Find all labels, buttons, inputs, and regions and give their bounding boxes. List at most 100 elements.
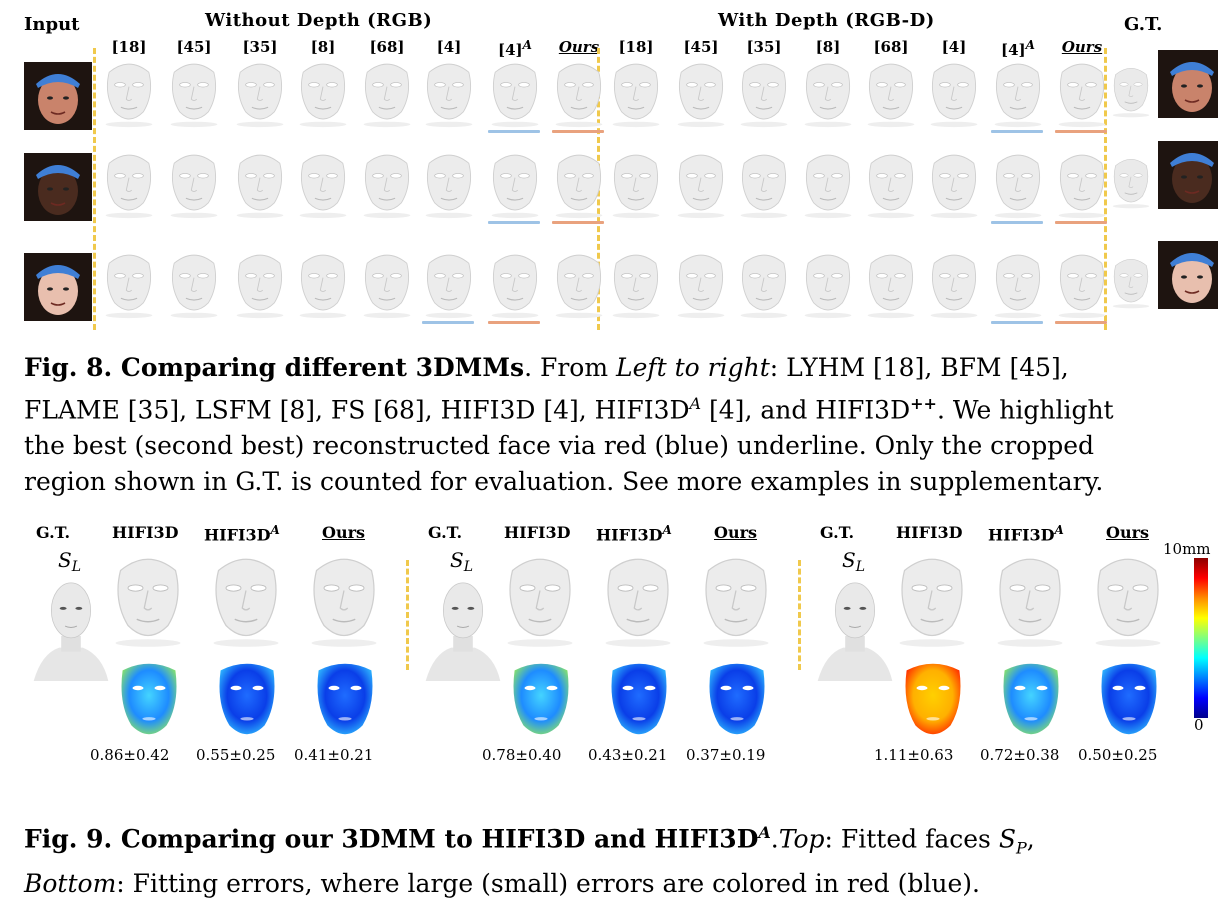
best-underline-r2-rgbd: [1055, 321, 1107, 324]
gt-photo-1: [1158, 141, 1218, 219]
fig9-method1-label-0: HIFI3D: [112, 523, 179, 542]
face-r2-rgbd-c4: [867, 254, 915, 319]
fig9-error-map-0-2: [317, 663, 373, 735]
input-photo-0: [24, 62, 92, 130]
fig9-error-map-1-1: [611, 663, 667, 735]
fig9-method3-label-0: Ours: [322, 523, 366, 542]
face-r1-rgbd-c0: [612, 154, 660, 219]
fig8-caption-title: Fig. 8. Comparing different 3DMMs: [24, 353, 525, 382]
colorbar-max-label: 10mm: [1163, 540, 1211, 558]
fig9-sl-label-1: SL: [450, 548, 473, 576]
gt-photo-0: [1158, 50, 1218, 128]
fig9-method1-label-1: HIFI3D: [504, 523, 571, 542]
fig9-method3-label-2: Ours: [1106, 523, 1150, 542]
face-r1-rgbd-c5: [930, 154, 978, 219]
face-r1-rgbd-c4: [867, 154, 915, 219]
face-r2-rgb-c4: [363, 254, 411, 319]
second-best-underline-r1-rgb: [488, 221, 540, 224]
face-r0-rgb-c4: [363, 63, 411, 128]
column-header-rgbd-3: [8]: [815, 38, 841, 56]
face-r2-rgbd-c0: [612, 254, 660, 319]
best-underline-r1-rgbd: [1055, 221, 1107, 224]
fig9-score-1-0: 0.78±0.40: [482, 746, 562, 764]
face-r0-rgb-c0: [105, 63, 153, 128]
column-header-rgb-2: [35]: [242, 38, 278, 56]
fig9-score-1-1: 0.43±0.21: [588, 746, 668, 764]
fig9-score-0-1: 0.55±0.25: [196, 746, 276, 764]
fig9-method2-label-0: HIFI3DA: [204, 523, 280, 545]
face-r1-rgb-c2: [236, 154, 284, 219]
face-r1-rgb-c5: [425, 154, 473, 219]
face-r0-rgbd-c0: [612, 63, 660, 128]
face-r1-rgbd-c1: [677, 154, 725, 219]
fig9-error-map-2-0: [905, 663, 961, 735]
face-r2-rgbd-c2: [740, 254, 788, 319]
fig9-error-map-2-1: [1003, 663, 1059, 735]
face-r1-rgb-c0: [105, 154, 153, 219]
fig9-sl-label-0: SL: [58, 548, 81, 576]
face-r1-rgbd-c3: [804, 154, 852, 219]
face-r1-rgb-c7: [555, 154, 603, 219]
column-header-rgbd-6: [4]A: [1001, 38, 1035, 59]
fig9-error-map-1-2: [709, 663, 765, 735]
fig9-fit-face-1-0: [507, 558, 573, 647]
face-r2-rgb-c1: [170, 254, 218, 319]
fig9-score-1-2: 0.37±0.19: [686, 746, 766, 764]
fig9-gt-head-0: [33, 582, 109, 682]
divider-input: [93, 48, 96, 330]
group-label-rgb: Without Depth (RGB): [205, 10, 433, 31]
face-r1-rgb-c1: [170, 154, 218, 219]
input-photo-2: [24, 253, 92, 321]
fig9-score-2-1: 0.72±0.38: [980, 746, 1060, 764]
face-r0-rgbd-c1: [677, 63, 725, 128]
second-best-underline-r2-rgb: [422, 321, 474, 324]
face-r2-rgbd-c1: [677, 254, 725, 319]
face-r2-rgb-c2: [236, 254, 284, 319]
gt-mesh-2: [1112, 258, 1150, 309]
column-header-rgbd-1: [45]: [683, 38, 719, 56]
face-r0-rgbd-c4: [867, 63, 915, 128]
column-header-rgbd-0: [18]: [618, 38, 654, 56]
fig9-gt-head-1: [425, 582, 501, 682]
fig9-method2-label-2: HIFI3DA: [988, 523, 1064, 545]
fig9-caption-title: Fig. 9. Comparing our 3DMM to HIFI3D and…: [24, 824, 759, 854]
face-r1-rgb-c4: [363, 154, 411, 219]
fig8-caption: Fig. 8. Comparing different 3DMMs. From …: [24, 353, 1114, 497]
face-r2-rgbd-c5: [930, 254, 978, 319]
face-r2-rgbd-c3: [804, 254, 852, 319]
fig9-gt-label-2: G.T.: [820, 523, 855, 542]
face-r0-rgb-c6: [491, 63, 539, 128]
fig9-error-map-0-0: [121, 663, 177, 735]
column-header-rgb-5: [4]: [436, 38, 462, 56]
face-r0-rgb-c3: [299, 63, 347, 128]
face-r2-rgb-c6: [491, 254, 539, 319]
fig9-method2-label-1: HIFI3DA: [596, 523, 672, 545]
column-header-rgb-1: [45]: [176, 38, 212, 56]
face-r0-rgbd-c2: [740, 63, 788, 128]
face-r0-rgbd-c6: [994, 63, 1042, 128]
fig9-score-0-0: 0.86±0.42: [90, 746, 170, 764]
second-best-underline-r0-rgbd: [991, 130, 1043, 133]
face-r0-rgb-c5: [425, 63, 473, 128]
fig9-error-map-0-1: [219, 663, 275, 735]
best-underline-r0-rgbd: [1055, 130, 1107, 133]
fig9-fit-face-2-2: [1095, 558, 1161, 647]
fig9-error-map-1-0: [513, 663, 569, 735]
best-underline-r2-rgb: [488, 321, 540, 324]
fig9-score-2-0: 1.11±0.63: [874, 746, 954, 764]
fig9-method3-label-1: Ours: [714, 523, 758, 542]
fig9-fit-face-0-2: [311, 558, 377, 647]
face-r2-rgb-c0: [105, 254, 153, 319]
face-r0-rgbd-c3: [804, 63, 852, 128]
face-r0-rgb-c2: [236, 63, 284, 128]
face-r0-rgb-c7: [555, 63, 603, 128]
column-header-rgb-0: [18]: [111, 38, 147, 56]
column-header-rgb-3: [8]: [310, 38, 336, 56]
fig9-method1-label-2: HIFI3D: [896, 523, 963, 542]
fig9-divider-0: [406, 560, 409, 670]
face-r1-rgb-c6: [491, 154, 539, 219]
fig9-score-0-2: 0.41±0.21: [294, 746, 374, 764]
face-r1-rgbd-c2: [740, 154, 788, 219]
face-r2-rgb-c5: [425, 254, 473, 319]
group-label-rgbd: With Depth (RGB-D): [718, 10, 935, 31]
